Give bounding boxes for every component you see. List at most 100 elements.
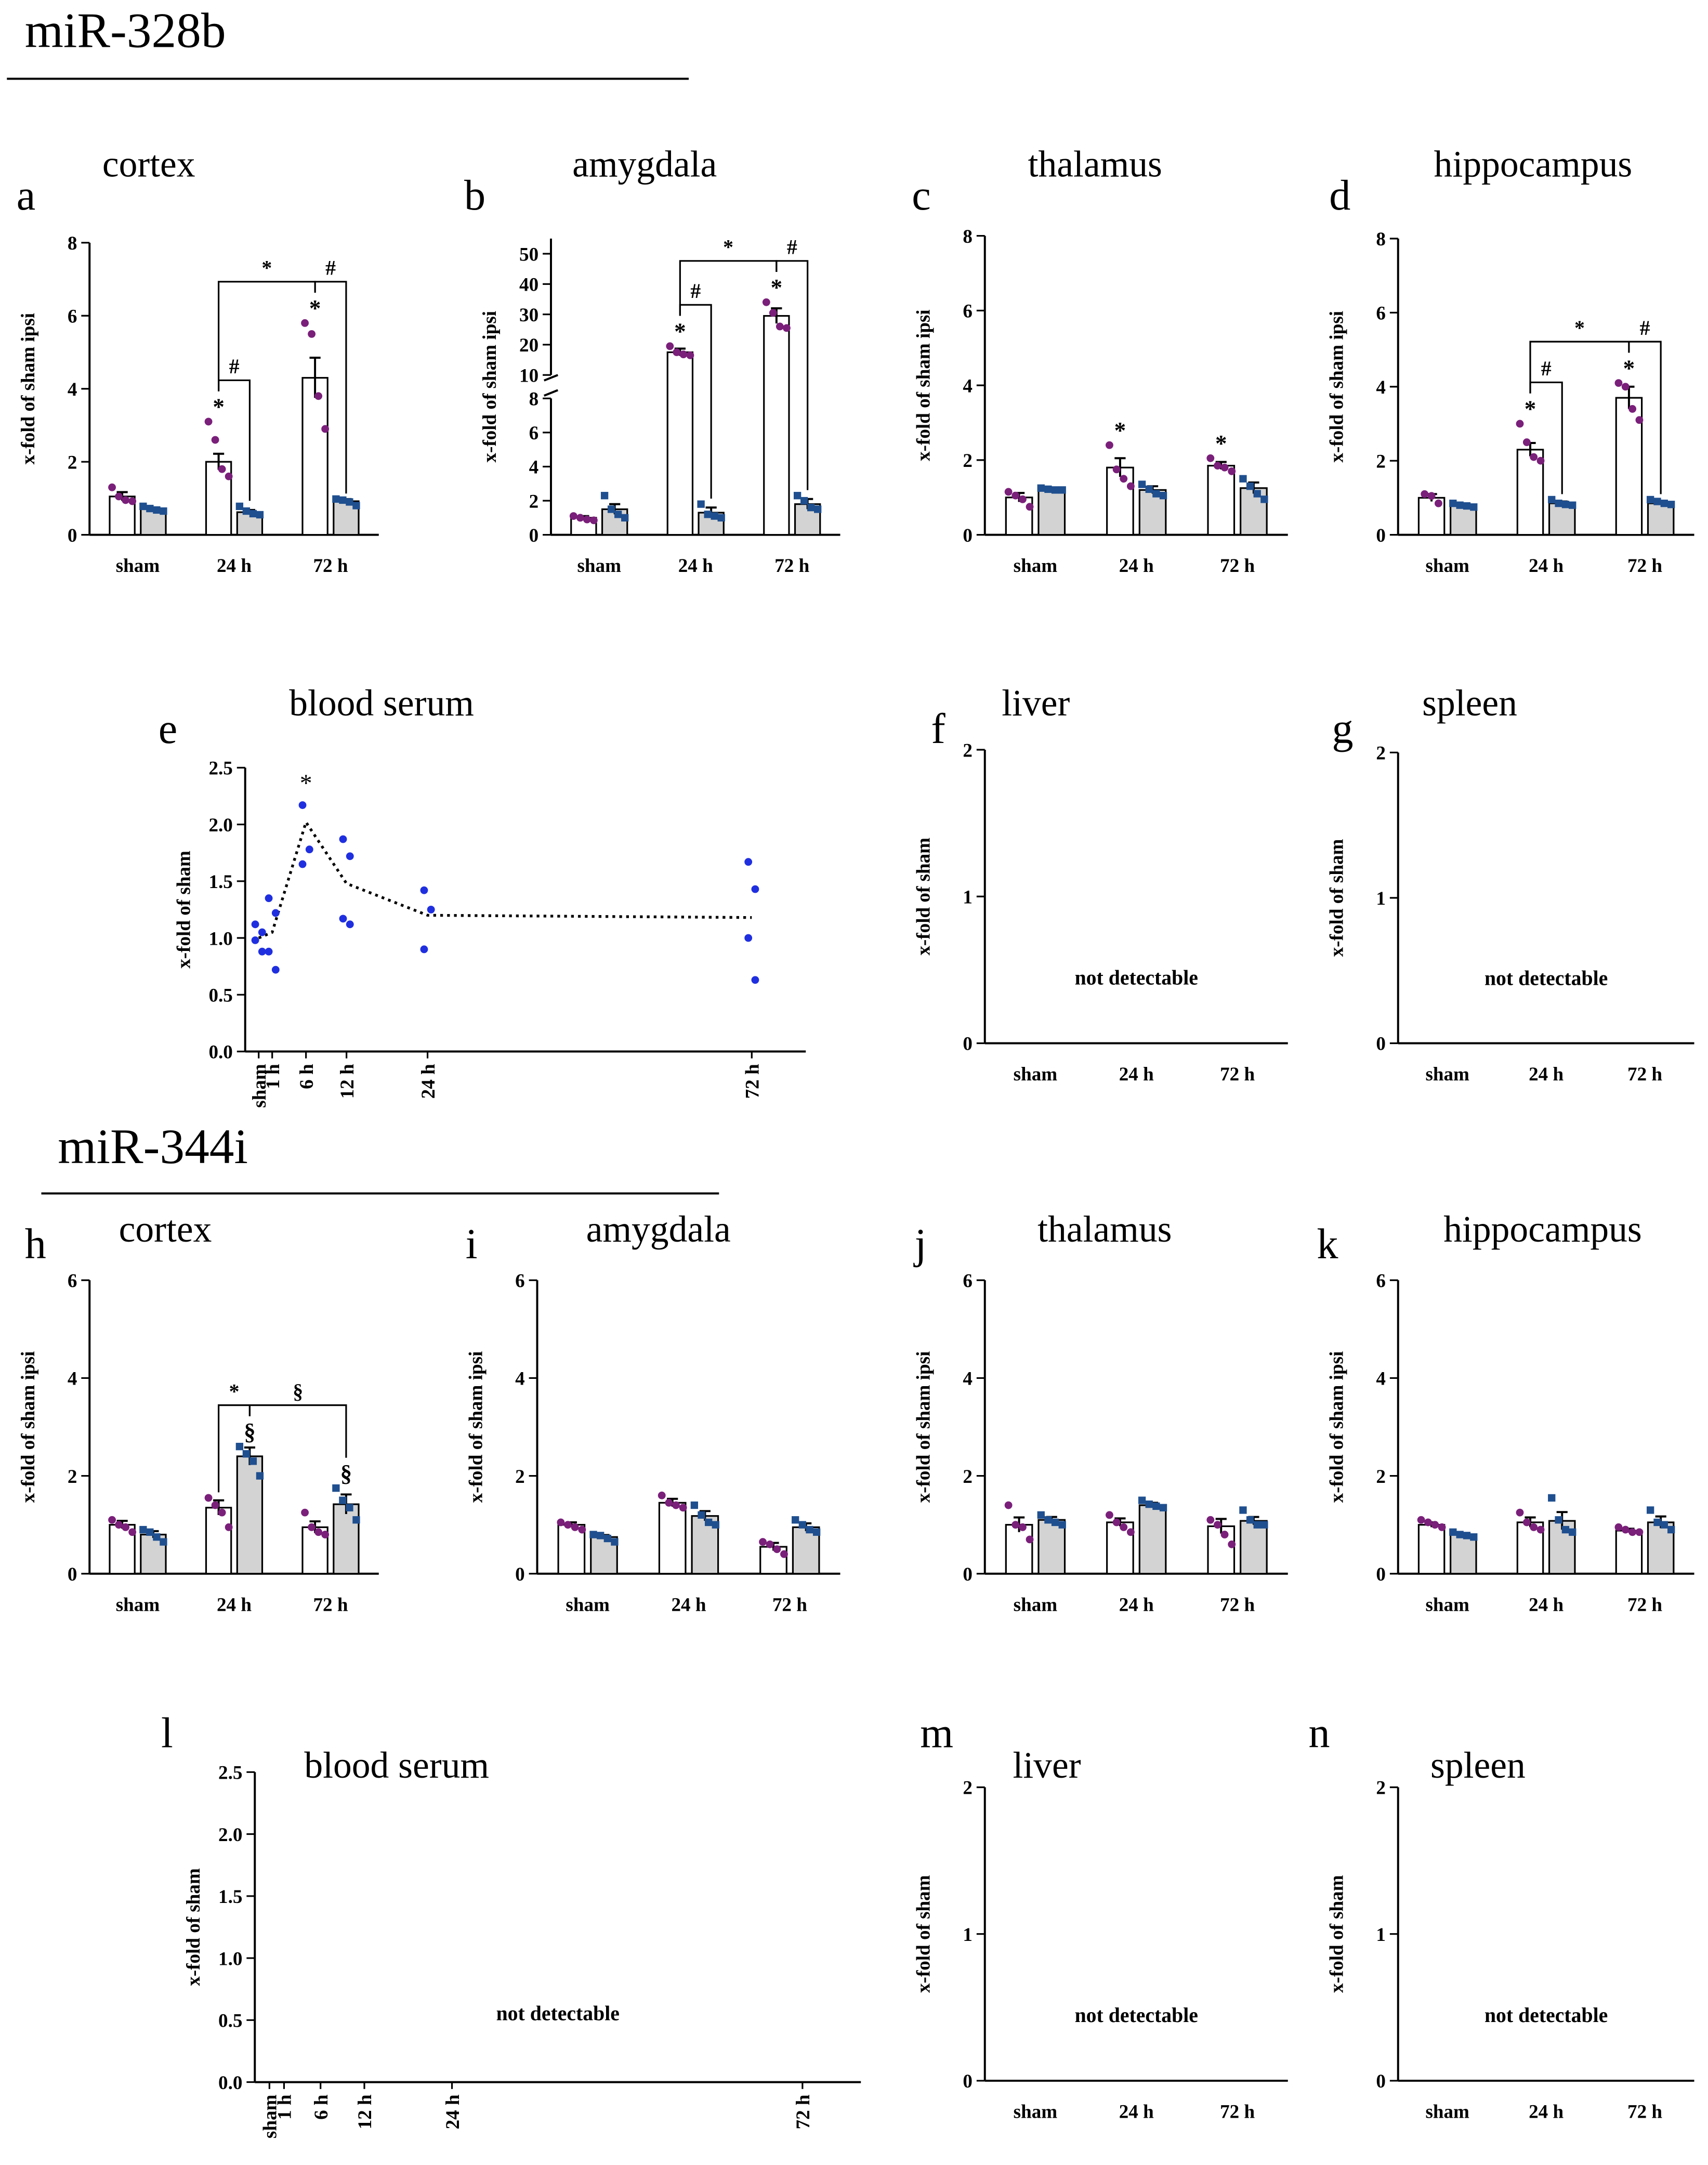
- dot: [583, 515, 591, 524]
- x-tick-label: sham: [116, 1594, 160, 1615]
- dot: [298, 860, 307, 868]
- dot: [1026, 503, 1034, 511]
- dot: [332, 1484, 340, 1492]
- dot: [564, 1521, 572, 1529]
- y-tick-label: 2: [1376, 1466, 1386, 1488]
- bracket-label: #: [229, 355, 240, 378]
- dot: [346, 852, 354, 860]
- dot: [346, 920, 354, 929]
- dot: [128, 497, 137, 505]
- x-tick-label: 72 h: [1220, 1594, 1255, 1615]
- dot: [218, 1508, 226, 1517]
- x-tick-label: 72 h: [313, 555, 348, 577]
- y-tick-label: 0: [963, 1034, 973, 1055]
- panel-letter: a: [17, 172, 35, 219]
- dot: [256, 1472, 264, 1480]
- dot: [1253, 490, 1261, 498]
- panel-title: liver: [1002, 683, 1070, 724]
- y-tick-label: 10: [519, 365, 538, 386]
- y-tick-label: 2: [515, 1466, 525, 1488]
- y-tick-label: 2: [963, 740, 973, 761]
- dot: [1427, 492, 1436, 500]
- y-tick-label: 6: [68, 306, 77, 328]
- dot: [1628, 1528, 1637, 1536]
- y-tick-label: 0.0: [218, 2072, 242, 2094]
- panel-title: hippocampus: [1443, 1209, 1642, 1250]
- bracket-label: *: [229, 1380, 240, 1403]
- x-tick-label: sham: [1014, 1064, 1058, 1085]
- significance-mark: *: [300, 770, 312, 797]
- y-tick-label: 2: [68, 452, 77, 473]
- note: not detectable: [496, 2002, 620, 2025]
- dot: [690, 1501, 699, 1509]
- dot: [603, 1534, 611, 1543]
- x-tick-label: 6 h: [296, 1064, 318, 1089]
- x-tick-label: 72 h: [1627, 1594, 1662, 1615]
- x-tick-label: sham: [260, 2094, 281, 2138]
- significance-mark: *: [771, 275, 783, 301]
- y-tick-label: 4: [529, 457, 539, 478]
- panel-title: blood serum: [289, 683, 474, 724]
- x-tick-label: 72 h: [793, 2094, 814, 2129]
- dot: [1011, 1521, 1020, 1529]
- panel-title: hippocampus: [1434, 144, 1633, 185]
- panel-title: thalamus: [1037, 1209, 1172, 1250]
- dot: [1145, 1500, 1153, 1508]
- x-tick-label: 72 h: [774, 555, 809, 577]
- note: not detectable: [1075, 967, 1198, 989]
- dot: [1456, 1531, 1464, 1538]
- dot: [673, 348, 681, 356]
- dot: [814, 505, 822, 513]
- error-bar: [771, 307, 782, 324]
- dot: [782, 324, 791, 332]
- x-tick-label: 72 h: [772, 1594, 807, 1615]
- dot: [1126, 482, 1135, 490]
- dot: [744, 858, 753, 866]
- dot: [1621, 383, 1630, 391]
- y-axis-label: x-fold of sham: [913, 1875, 935, 1993]
- y-tick-label: 8: [529, 389, 539, 410]
- dot: [800, 497, 808, 505]
- dot: [571, 1523, 579, 1531]
- y-tick-label: 4: [68, 1368, 77, 1390]
- y-axis-label: x-fold of sham: [174, 851, 195, 969]
- dot: [1246, 1516, 1254, 1524]
- dot: [1214, 1521, 1221, 1529]
- bracket: [1529, 341, 1630, 394]
- dot: [225, 1523, 233, 1531]
- y-tick-label: 0: [1376, 1034, 1386, 1055]
- bar: [601, 508, 628, 536]
- y-tick-label: 1.5: [218, 1886, 242, 1908]
- dot: [751, 976, 759, 984]
- dot: [122, 1523, 130, 1531]
- significance-mark: *: [309, 295, 321, 321]
- dot: [1058, 486, 1066, 494]
- dot: [115, 1521, 123, 1529]
- y-tick-label: 4: [68, 379, 77, 400]
- bar: [666, 351, 694, 536]
- dot: [314, 392, 323, 400]
- dot: [1449, 1528, 1457, 1536]
- significance-mark: *: [1525, 396, 1536, 422]
- y-tick-label: 4: [515, 1368, 525, 1390]
- x-tick-label: 1 h: [262, 1064, 284, 1089]
- panel-letter: h: [25, 1220, 46, 1268]
- dot: [339, 1496, 347, 1504]
- dot: [679, 1504, 687, 1512]
- x-tick-label: 72 h: [1220, 2101, 1255, 2122]
- dot: [704, 1518, 713, 1527]
- dot: [1159, 1504, 1167, 1511]
- significance-mark: §: [244, 1419, 256, 1445]
- dot: [1628, 405, 1637, 413]
- panel-letter: c: [912, 172, 930, 219]
- dot: [308, 1523, 316, 1531]
- dot: [769, 309, 777, 317]
- y-axis-label: x-fold of sham: [913, 838, 935, 956]
- dot: [346, 1504, 353, 1511]
- significance-mark: *: [1114, 418, 1126, 444]
- dot: [420, 886, 428, 894]
- y-tick-label: 2: [963, 1778, 973, 1799]
- dot: [108, 1516, 116, 1524]
- x-tick-label: 12 h: [354, 2094, 376, 2129]
